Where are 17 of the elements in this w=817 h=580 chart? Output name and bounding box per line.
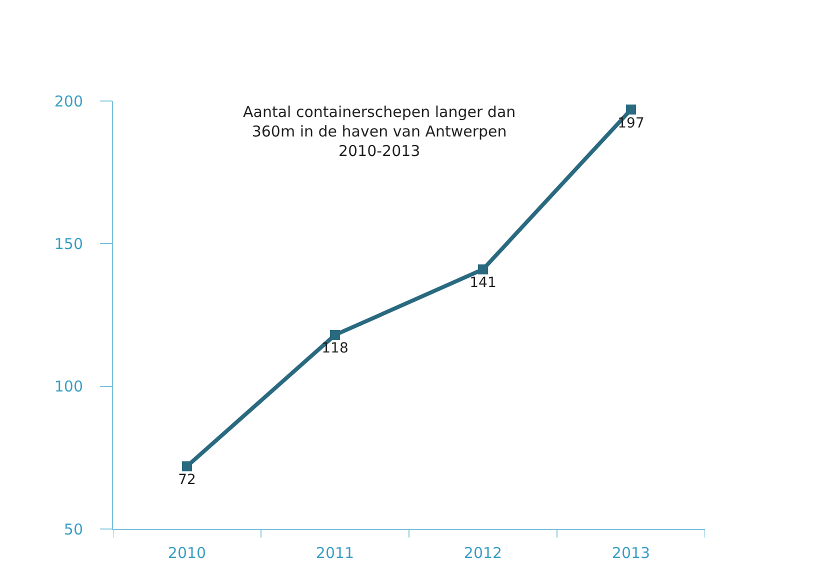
point: [182, 461, 192, 472]
point: [330, 330, 340, 340]
data-label: 141: [470, 275, 496, 292]
y-tick-label: 100: [54, 378, 83, 396]
data-label: 197: [618, 115, 644, 132]
text: Aantal containerschepen langer dan 360m in de haven van Antwerpen 2010-2013: [243, 103, 516, 160]
x-tick-label: 2010: [168, 544, 206, 562]
x-tick-label: 2013: [612, 544, 650, 562]
data-label: 118: [322, 340, 348, 357]
x-tick-label: 2011: [316, 544, 354, 562]
y-tick-label: 150: [54, 234, 83, 253]
y-tick-label: 200: [54, 92, 83, 110]
y-tick-label: 50: [64, 520, 83, 538]
data-label: 72: [178, 472, 196, 488]
x-tick-label: 2012: [464, 544, 502, 562]
point: [626, 104, 636, 115]
point: [478, 264, 488, 274]
